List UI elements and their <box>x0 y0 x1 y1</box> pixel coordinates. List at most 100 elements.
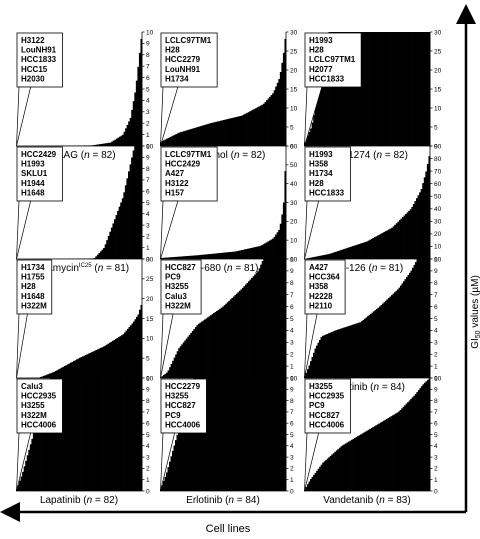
tick-label: 25 <box>290 48 298 55</box>
bar <box>316 470 319 491</box>
bar <box>117 210 120 259</box>
bar <box>112 140 115 146</box>
bar <box>179 346 182 378</box>
bar <box>135 80 138 146</box>
bar <box>308 131 311 146</box>
bar <box>91 352 93 378</box>
bar <box>65 378 68 491</box>
bar <box>373 426 376 491</box>
bar <box>196 325 199 378</box>
bar <box>402 217 404 259</box>
bar <box>193 329 196 378</box>
bar <box>20 476 23 491</box>
bar <box>347 247 350 259</box>
bar <box>269 378 272 491</box>
tick-label: 4 <box>290 443 294 450</box>
tick-label: 9 <box>146 155 150 162</box>
tick-label: 0 <box>434 488 438 495</box>
tick-label: 30 <box>146 256 154 263</box>
bar <box>201 125 204 146</box>
bar <box>375 236 378 259</box>
bar <box>199 378 201 491</box>
bar <box>227 378 230 491</box>
bar <box>232 378 234 491</box>
bar <box>198 255 201 259</box>
bar <box>377 307 380 378</box>
bar <box>185 401 188 491</box>
bar <box>231 251 234 259</box>
cell-line-callout <box>304 32 362 88</box>
bar <box>120 378 123 491</box>
cell-line-callout <box>16 32 63 88</box>
bar <box>205 254 208 259</box>
bar <box>204 319 206 378</box>
bar <box>365 32 368 146</box>
bar <box>278 378 281 491</box>
tick-label: 60 <box>434 181 442 188</box>
bar <box>355 245 358 259</box>
bar <box>364 318 366 378</box>
tick-label: 10 <box>146 29 154 36</box>
bar <box>167 370 170 378</box>
bar <box>139 309 141 378</box>
bar <box>69 378 72 491</box>
bar <box>74 378 77 491</box>
bar <box>392 226 395 259</box>
tick-label: 3 <box>434 454 438 461</box>
bar <box>205 318 208 378</box>
bar <box>389 417 391 491</box>
bar <box>402 406 405 491</box>
bar <box>331 32 334 146</box>
bar <box>213 122 216 146</box>
bar <box>234 251 237 259</box>
bar <box>261 261 264 378</box>
panel-17-aag: 0 1 2 3 4 5 6 7 8 9 10 H3122LouNH91HCC1833HCC15H203… <box>16 29 154 161</box>
bar <box>110 341 113 378</box>
bar <box>166 138 169 146</box>
bar <box>98 253 101 259</box>
bar <box>377 32 380 146</box>
bar <box>389 296 392 378</box>
bar <box>220 307 223 378</box>
bar <box>106 143 109 146</box>
bar <box>63 378 66 491</box>
bar <box>340 328 342 378</box>
bar <box>103 346 105 378</box>
bar <box>175 134 178 146</box>
bar <box>75 378 78 491</box>
bar <box>64 366 66 378</box>
tick-label: 5 <box>146 86 150 93</box>
panel-lapatinib: 0 1 2 3 4 5 6 7 8 9 10 Calu3HCC2935H3255H322MHCC400… <box>16 375 154 506</box>
bar <box>241 115 244 146</box>
bar <box>308 365 311 378</box>
bar <box>395 223 398 259</box>
bar <box>352 324 354 378</box>
bar <box>228 300 231 378</box>
bar <box>247 248 250 259</box>
bar <box>257 378 260 491</box>
bar <box>187 129 190 146</box>
bar <box>389 228 392 259</box>
bar <box>232 296 235 378</box>
bar <box>359 32 362 146</box>
bar <box>419 192 422 259</box>
bar <box>163 140 165 146</box>
bar <box>256 246 259 259</box>
bar <box>406 277 408 378</box>
tick-label: 4 <box>434 443 438 450</box>
bar <box>232 117 235 146</box>
bar <box>423 177 426 259</box>
bar <box>249 111 252 146</box>
bar <box>250 378 252 491</box>
bar <box>189 129 192 146</box>
bar <box>381 232 384 259</box>
bar <box>242 378 245 491</box>
bar <box>114 139 117 146</box>
tick-label: 90 <box>434 143 442 150</box>
bar <box>118 136 121 146</box>
bar <box>360 434 363 491</box>
bar <box>19 480 21 491</box>
bar <box>59 368 62 378</box>
bar <box>407 402 410 491</box>
cell-line-label: A427 <box>165 169 185 178</box>
